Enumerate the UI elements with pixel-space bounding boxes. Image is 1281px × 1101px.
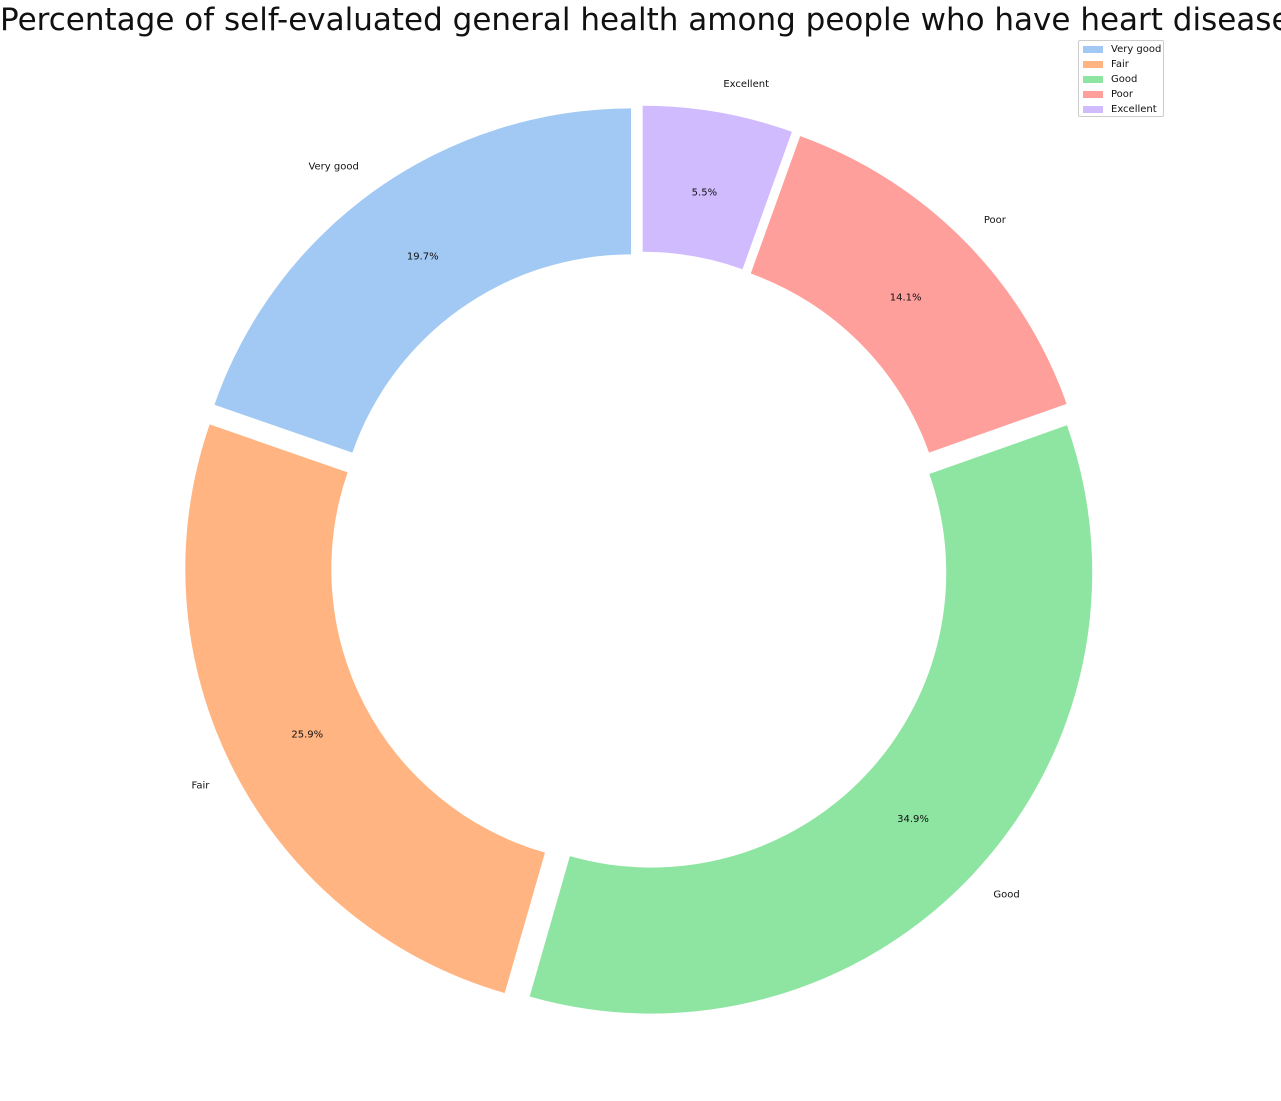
legend-label-fair: Fair — [1111, 59, 1129, 70]
legend-item-fair: Fair — [1083, 57, 1163, 72]
legend: Very good Fair Good Poor Excellent — [1078, 40, 1164, 117]
chart-title: Percentage of self-evaluated general hea… — [0, 2, 1281, 38]
legend-item-excellent: Excellent — [1083, 102, 1163, 117]
category-label-good: Good — [993, 889, 1019, 900]
legend-label-poor: Poor — [1111, 89, 1134, 100]
slice-poor — [750, 136, 1067, 453]
category-label-poor: Poor — [984, 215, 1007, 226]
percent-label-good: 34.9% — [897, 814, 929, 825]
slices-group — [185, 105, 1093, 1014]
percent-label-fair: 25.9% — [291, 730, 323, 741]
legend-swatch-poor — [1083, 91, 1103, 98]
slice-very-good — [214, 108, 632, 453]
legend-label-very-good: Very good — [1111, 44, 1162, 55]
legend-item-very-good: Very good — [1083, 42, 1163, 57]
legend-item-poor: Poor — [1083, 87, 1163, 102]
percent-label-poor: 14.1% — [890, 293, 922, 304]
slice-excellent — [642, 105, 792, 270]
category-label-very-good: Very good — [308, 162, 358, 173]
legend-swatch-fair — [1083, 61, 1103, 68]
category-label-excellent: Excellent — [723, 79, 769, 90]
percent-label-excellent: 5.5% — [692, 188, 717, 199]
legend-swatch-very-good — [1083, 46, 1103, 53]
legend-item-good: Good — [1083, 72, 1163, 87]
category-label-fair: Fair — [192, 780, 211, 791]
legend-label-excellent: Excellent — [1111, 104, 1157, 115]
slice-good — [529, 425, 1093, 1014]
legend-swatch-excellent — [1083, 106, 1103, 113]
legend-swatch-good — [1083, 76, 1103, 83]
labels-group: 19.7% Very good 25.9% Fair 34.9% Good 14.1% Poo… — [192, 79, 1020, 900]
slice-fair — [185, 424, 545, 994]
percent-label-very-good: 19.7% — [407, 252, 439, 263]
legend-label-good: Good — [1111, 74, 1138, 85]
